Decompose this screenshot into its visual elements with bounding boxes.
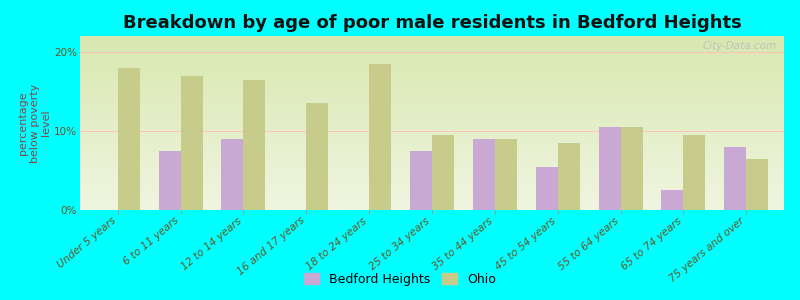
Bar (558, 143, 580, 210)
Bar (181, 76, 202, 210)
Bar (746, 159, 768, 210)
Bar (536, 167, 558, 210)
Bar (621, 127, 642, 210)
Bar (306, 103, 328, 210)
Title: Breakdown by age of poor male residents in Bedford Heights: Breakdown by age of poor male residents … (122, 14, 742, 32)
Bar (662, 190, 683, 210)
Bar (222, 139, 243, 210)
Bar (473, 139, 495, 210)
Bar (495, 139, 517, 210)
Bar (432, 135, 454, 210)
Legend: Bedford Heights, Ohio: Bedford Heights, Ohio (298, 268, 502, 291)
Y-axis label: percentage
below poverty
level: percentage below poverty level (18, 83, 51, 163)
Bar (410, 151, 432, 210)
Bar (369, 64, 391, 210)
Bar (724, 147, 746, 210)
Bar (243, 80, 266, 210)
Bar (598, 127, 621, 210)
Bar (683, 135, 706, 210)
Text: City-Data.com: City-Data.com (703, 41, 777, 51)
Bar (118, 68, 140, 210)
Bar (158, 151, 181, 210)
